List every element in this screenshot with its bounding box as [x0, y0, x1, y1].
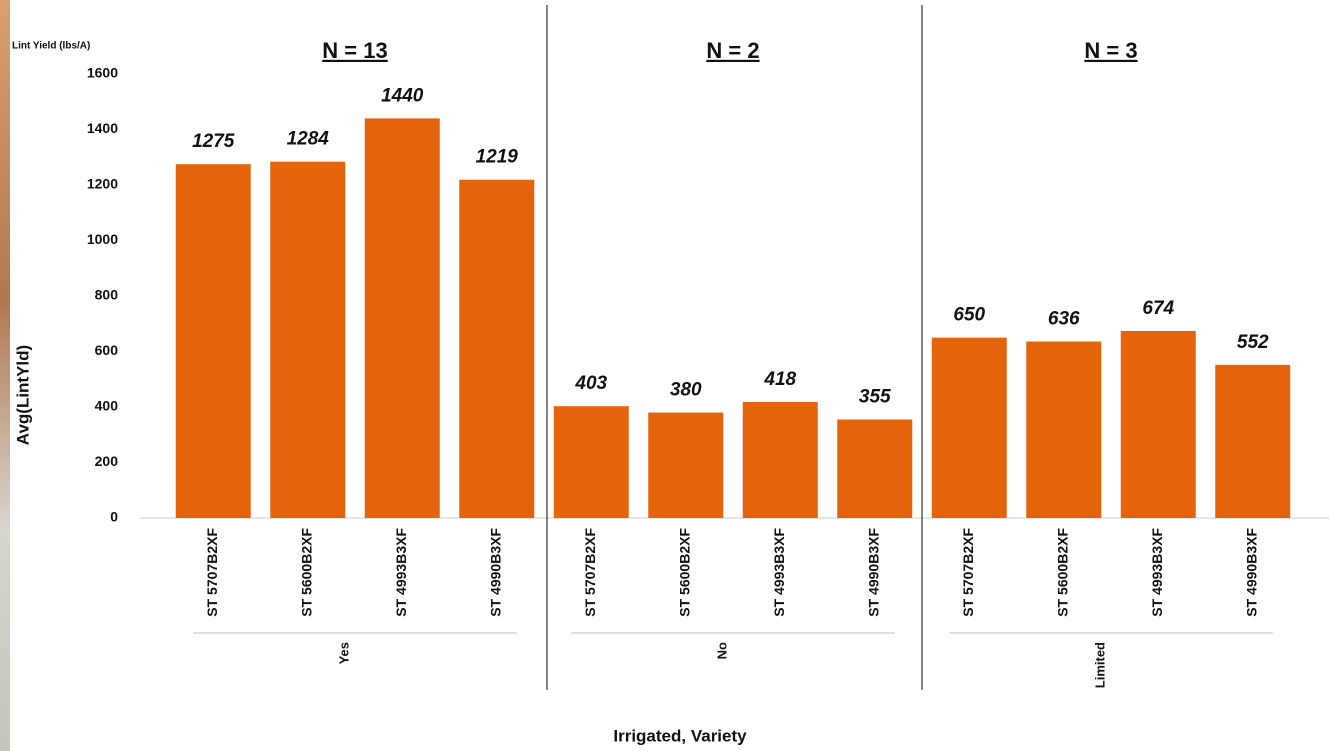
group-label: No — [714, 642, 729, 659]
value-label: 403 — [574, 373, 607, 394]
value-label: 552 — [1237, 332, 1269, 353]
x-axis-label: Irrigated, Variety — [613, 726, 747, 745]
x-tick-label: ST 4993B3XF — [393, 528, 409, 617]
y-tick-label: 1200 — [87, 176, 118, 192]
y-tick-label: 0 — [110, 509, 118, 525]
y-tick-label: 200 — [95, 453, 119, 469]
background-strip — [0, 0, 10, 751]
value-label: 1284 — [287, 129, 330, 150]
bar — [364, 118, 440, 519]
bar — [553, 406, 629, 518]
x-tick-label: ST 5707B2XF — [960, 528, 976, 617]
bar — [837, 419, 913, 518]
value-label: 1440 — [381, 85, 424, 106]
value-label: 650 — [953, 305, 985, 326]
panel-annotation: N = 3 — [1084, 38, 1137, 63]
x-tick-label: ST 5600B2XF — [676, 528, 692, 617]
value-label: 355 — [859, 387, 891, 408]
x-tick-label: ST 5707B2XF — [204, 528, 220, 617]
bar — [931, 337, 1007, 518]
y-tick-label: 800 — [95, 287, 119, 303]
bar — [1120, 330, 1196, 518]
unit-label: Lint Yield (lbs/A) — [12, 41, 90, 52]
panel-annotation: N = 2 — [706, 38, 759, 63]
y-tick-label: 600 — [95, 342, 119, 358]
y-tick-label: 1400 — [87, 120, 118, 136]
bar — [1026, 341, 1102, 518]
x-tick-label: ST 4993B3XF — [771, 528, 787, 617]
bar — [742, 402, 818, 518]
bar — [175, 164, 251, 518]
value-label: 1219 — [476, 147, 519, 168]
bar — [1215, 364, 1291, 518]
group-label: Yes — [336, 642, 351, 664]
value-label: 1275 — [192, 131, 235, 152]
bar — [459, 179, 535, 519]
x-tick-label: ST 5707B2XF — [582, 528, 598, 617]
bar — [648, 412, 724, 518]
panel-annotation: N = 13 — [322, 38, 387, 63]
x-tick-label: ST 4990B3XF — [487, 528, 503, 617]
x-tick-label: ST 4993B3XF — [1149, 528, 1165, 617]
x-tick-label: ST 5600B2XF — [1054, 528, 1070, 617]
value-label: 636 — [1048, 309, 1080, 330]
y-tick-label: 1600 — [87, 65, 118, 81]
bar — [270, 161, 346, 518]
y-tick-label: 400 — [95, 398, 119, 414]
group-label: Limited — [1092, 642, 1107, 688]
x-tick-label: ST 4990B3XF — [1243, 528, 1259, 617]
x-tick-label: ST 4990B3XF — [865, 528, 881, 617]
value-label: 674 — [1142, 298, 1174, 319]
value-label: 380 — [670, 380, 702, 401]
x-tick-label: ST 5600B2XF — [298, 528, 314, 617]
y-axis-label: Avg(LintYld) — [13, 345, 32, 445]
y-tick-label: 1000 — [87, 231, 118, 247]
value-label: 418 — [763, 369, 796, 390]
